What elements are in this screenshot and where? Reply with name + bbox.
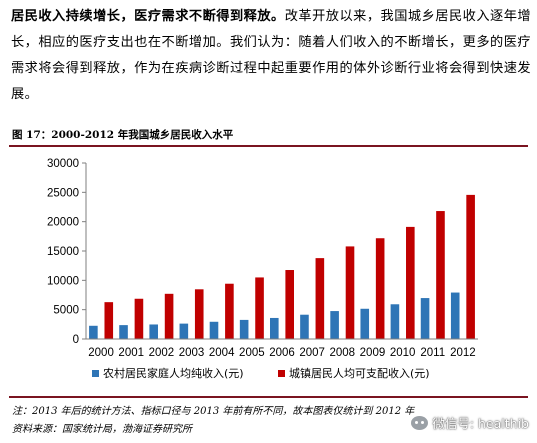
x-tick-label: 2006	[269, 347, 295, 359]
rural-income-bar	[149, 324, 158, 339]
y-tick-label: 30000	[47, 158, 79, 170]
x-tick-label: 2001	[118, 347, 144, 359]
urban-income-bar	[315, 258, 325, 339]
x-tick-label: 2003	[179, 347, 205, 359]
x-tick-label: 2002	[149, 347, 175, 359]
figure-bottom-rule	[9, 396, 528, 398]
x-tick-label: 2007	[299, 347, 325, 359]
urban-income-bar	[225, 283, 234, 339]
y-tick-label: 0	[73, 334, 79, 346]
rural-income-bar	[270, 317, 279, 339]
figure-source: 资料来源：国家统计局，渤海证券研究所	[12, 424, 192, 435]
urban-income-bar	[194, 289, 204, 339]
y-tick-label: 10000	[47, 275, 79, 287]
urban-income-bar	[255, 277, 264, 339]
urban-income-bar	[164, 293, 174, 339]
urban-income-bar	[436, 211, 445, 339]
figure-title: 图 17：2000-2012 年我国城乡居民收入水平	[12, 129, 234, 141]
figure-top-rule	[9, 145, 528, 147]
urban-income-bar	[406, 226, 415, 339]
x-tick-label: 2012	[450, 347, 476, 359]
y-tick-label: 20000	[47, 217, 79, 229]
legend: 农村居民家庭人均纯收入(元) 城镇居民人均可支配收入(元)	[92, 366, 430, 380]
x-axis: 2000 2001 2002 2003 2004 2005 2006 2007 2008 2009…	[86, 338, 478, 359]
intro-body: 改革开放以来，我国城乡居民收入逐年增长，相应的医疗支出也在不断增加。我们认为：随…	[11, 9, 531, 102]
urban-income-bar	[375, 238, 385, 339]
x-tick-label: 2005	[239, 347, 265, 359]
wechat-icon	[411, 415, 429, 430]
legend-swatch	[92, 370, 99, 377]
y-tick-label: 15000	[47, 246, 79, 258]
legend-swatch	[278, 370, 285, 377]
y-axis: 0 5000 10000 15000 20000 25000 30000	[47, 158, 87, 346]
wechat-watermark: 微信号: healthib	[411, 413, 529, 432]
intro-bold-lead: 居民收入持续增长，医疗需求不断得到释放。	[11, 9, 285, 24]
rural-income-bar	[209, 321, 219, 339]
rural-income-bar	[360, 308, 370, 339]
watermark-text: 微信号: healthib	[432, 416, 529, 431]
rural-income-bar	[330, 311, 339, 339]
x-tick-label: 2011	[420, 347, 445, 359]
rural-income-bar	[179, 323, 189, 339]
rural-income-bar	[300, 314, 309, 339]
intro-paragraph: 居民收入持续增长，医疗需求不断得到释放。改革开放以来，我国城乡居民收入逐年增长，…	[11, 4, 531, 108]
rural-income-bar	[450, 292, 460, 339]
urban-income-bar	[104, 302, 114, 339]
urban-income-bar	[345, 246, 355, 339]
figure-note: 注：2013 年后的统计方法、指标口径与 2013 年前有所不同，故本图表仅统计…	[12, 406, 415, 417]
y-tick-label: 5000	[53, 305, 79, 317]
urban-income-bar	[466, 194, 475, 339]
legend-label: 农村居民家庭人均纯收入(元)	[103, 366, 244, 380]
x-tick-label: 2010	[390, 347, 416, 359]
x-tick-label: 2008	[330, 347, 356, 359]
x-tick-label: 2009	[360, 347, 386, 359]
x-tick-label: 2000	[88, 347, 114, 359]
urban-income-bar	[285, 270, 294, 339]
urban-income-bar	[134, 298, 144, 339]
rural-income-bar	[390, 304, 400, 339]
rural-income-bar	[420, 298, 430, 339]
y-tick-label: 25000	[47, 187, 79, 199]
rural-income-bar	[239, 319, 249, 339]
rural-income-bar	[119, 325, 128, 339]
legend-label: 城镇居民人均可支配收入(元)	[289, 366, 430, 380]
x-tick-label: 2004	[209, 347, 235, 359]
rural-income-bar	[89, 325, 98, 339]
bars-group	[89, 194, 475, 339]
